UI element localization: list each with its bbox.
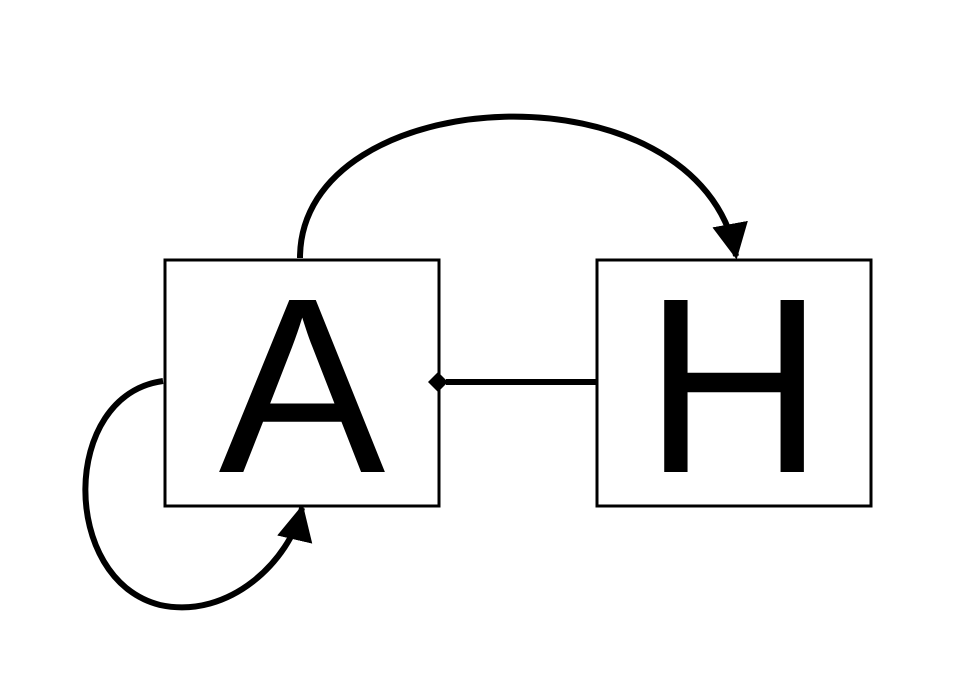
node-a[interactable]: A bbox=[163, 246, 441, 525]
node-h-label: H bbox=[644, 246, 825, 525]
node-a-box bbox=[163, 258, 441, 508]
node-h[interactable]: H bbox=[595, 246, 873, 525]
diamond-end-icon bbox=[428, 372, 448, 392]
node-h-box bbox=[595, 258, 873, 508]
edge-a-self-loop-arrow[interactable] bbox=[82, 378, 313, 611]
edge-a-to-h-arrow[interactable] bbox=[297, 113, 748, 260]
node-a-label: A bbox=[219, 246, 386, 525]
